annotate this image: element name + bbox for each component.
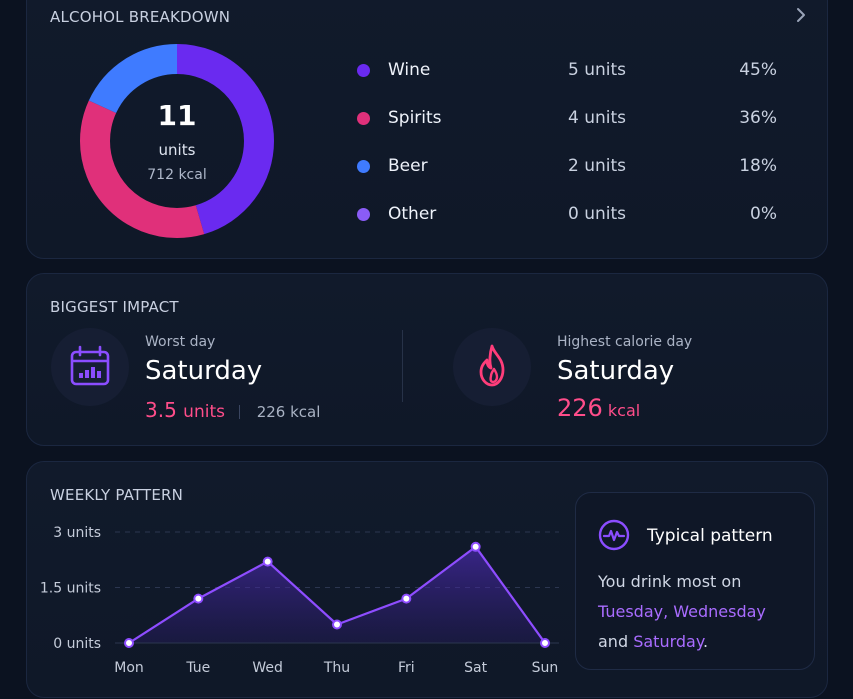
separator xyxy=(239,404,241,419)
legend-percent: 0% xyxy=(750,204,777,224)
highest-calorie-label: Highest calorie day xyxy=(557,334,693,350)
weekly-pattern-chart: 0 units 1.5 units 3 units Mon Tue Wed Thu Fri Sa… xyxy=(40,525,559,676)
total-units-label: units xyxy=(158,141,196,159)
legend-name: Other xyxy=(388,204,437,224)
legend-percent: 18% xyxy=(739,156,777,176)
highest-calorie-kcal: 226 kcal xyxy=(557,394,640,422)
pulse-icon xyxy=(598,519,630,551)
worst-units-label: units xyxy=(183,402,225,422)
typical-pattern-panel: Typical pattern You drink most on Tuesday… xyxy=(575,492,815,670)
x-tick-label: Sun xyxy=(532,660,559,676)
data-point-sun[interactable] xyxy=(540,638,550,648)
worst-units-value: 3.5 xyxy=(145,398,177,422)
worst-day-icon-badge xyxy=(51,328,129,406)
worst-day-value: Saturday xyxy=(145,356,263,386)
legend-units: 4 units xyxy=(568,108,627,128)
typical-prefix: You drink most on xyxy=(598,572,742,591)
alcohol-breakdown-card: ALCOHOL BREAKDOWN 11 units 712 kcal Wine… xyxy=(26,0,828,259)
donut-slice-spirits xyxy=(80,44,274,238)
legend-units: 5 units xyxy=(568,60,627,80)
worst-day-units: 3.5 units 226 kcal xyxy=(145,398,320,422)
y-tick-label: 0 units xyxy=(53,636,101,652)
data-point-tue[interactable] xyxy=(193,593,204,604)
legend-units: 0 units xyxy=(568,204,627,224)
weekly-pattern-card: WEEKLY PATTERN 0 units 1.5 units 3 units Mo… xyxy=(26,461,828,698)
x-tick-label: Mon xyxy=(114,660,144,676)
x-tick-label: Fri xyxy=(398,660,415,676)
highest-kcal-value: 226 xyxy=(557,394,603,422)
legend-row-spirits[interactable]: Spirits 4 units 36% xyxy=(357,103,777,133)
worst-day-label: Worst day xyxy=(145,334,216,350)
typical-connector: and xyxy=(598,632,629,651)
y-tick-label: 3 units xyxy=(53,525,101,541)
typical-pattern-title: Typical pattern xyxy=(647,526,773,546)
total-kcal: 712 kcal xyxy=(147,167,207,183)
data-point-mon[interactable] xyxy=(124,638,134,648)
donut-svg xyxy=(80,44,274,238)
legend-name: Wine xyxy=(388,60,431,80)
breakdown-donut-chart: 11 units 712 kcal xyxy=(79,43,275,239)
weekly-pattern-title: WEEKLY PATTERN xyxy=(50,486,184,504)
legend-name: Spirits xyxy=(388,108,442,128)
typical-period: . xyxy=(703,632,709,651)
legend-name: Beer xyxy=(388,156,428,176)
x-tick-label: Thu xyxy=(323,660,350,676)
worst-kcal: 226 kcal xyxy=(256,403,321,421)
highest-calorie-icon-badge xyxy=(453,328,531,406)
x-tick-label: Tue xyxy=(185,660,210,676)
donut-center: 11 units 712 kcal xyxy=(79,43,275,239)
alcohol-breakdown-title: ALCOHOL BREAKDOWN xyxy=(50,8,231,26)
area-fill xyxy=(129,546,545,643)
total-units-value: 11 xyxy=(157,99,197,132)
y-tick-label: 1.5 units xyxy=(40,581,101,597)
legend-percent: 36% xyxy=(739,108,777,128)
x-tick-label: Sat xyxy=(464,660,487,676)
typical-highlight-days: Tuesday, Wednesday xyxy=(598,602,766,621)
data-point-sat[interactable] xyxy=(470,541,481,552)
data-point-wed[interactable] xyxy=(262,556,273,567)
spirits-dot xyxy=(357,112,370,125)
donut-slice-beer xyxy=(80,44,274,238)
biggest-impact-title: BIGGEST IMPACT xyxy=(50,298,179,316)
beer-dot xyxy=(357,160,370,173)
biggest-impact-card: BIGGEST IMPACT Worst day Saturday 3.5 un… xyxy=(26,273,828,446)
legend-row-other[interactable]: Other 0 units 0% xyxy=(357,199,777,229)
x-tick-label: Wed xyxy=(252,660,283,676)
legend-percent: 45% xyxy=(739,60,777,80)
flame-icon xyxy=(479,344,505,387)
legend-row-beer[interactable]: Beer 2 units 18% xyxy=(357,151,777,181)
highest-kcal-label: kcal xyxy=(607,401,641,420)
wine-dot xyxy=(357,64,370,77)
typical-pattern-text: You drink most on Tuesday, Wednesday and S… xyxy=(598,567,803,657)
data-point-thu[interactable] xyxy=(332,619,342,630)
legend-row-wine[interactable]: Wine 5 units 45% xyxy=(357,55,777,85)
other-dot xyxy=(357,208,370,221)
legend-units: 2 units xyxy=(568,156,627,176)
impact-divider xyxy=(402,330,403,402)
highest-calorie-day: Saturday xyxy=(557,356,675,386)
data-point-fri[interactable] xyxy=(401,593,412,604)
calendar-chart-icon xyxy=(70,345,110,386)
typical-highlight-last: Saturday xyxy=(633,632,704,651)
chevron-right-icon[interactable] xyxy=(793,7,809,23)
